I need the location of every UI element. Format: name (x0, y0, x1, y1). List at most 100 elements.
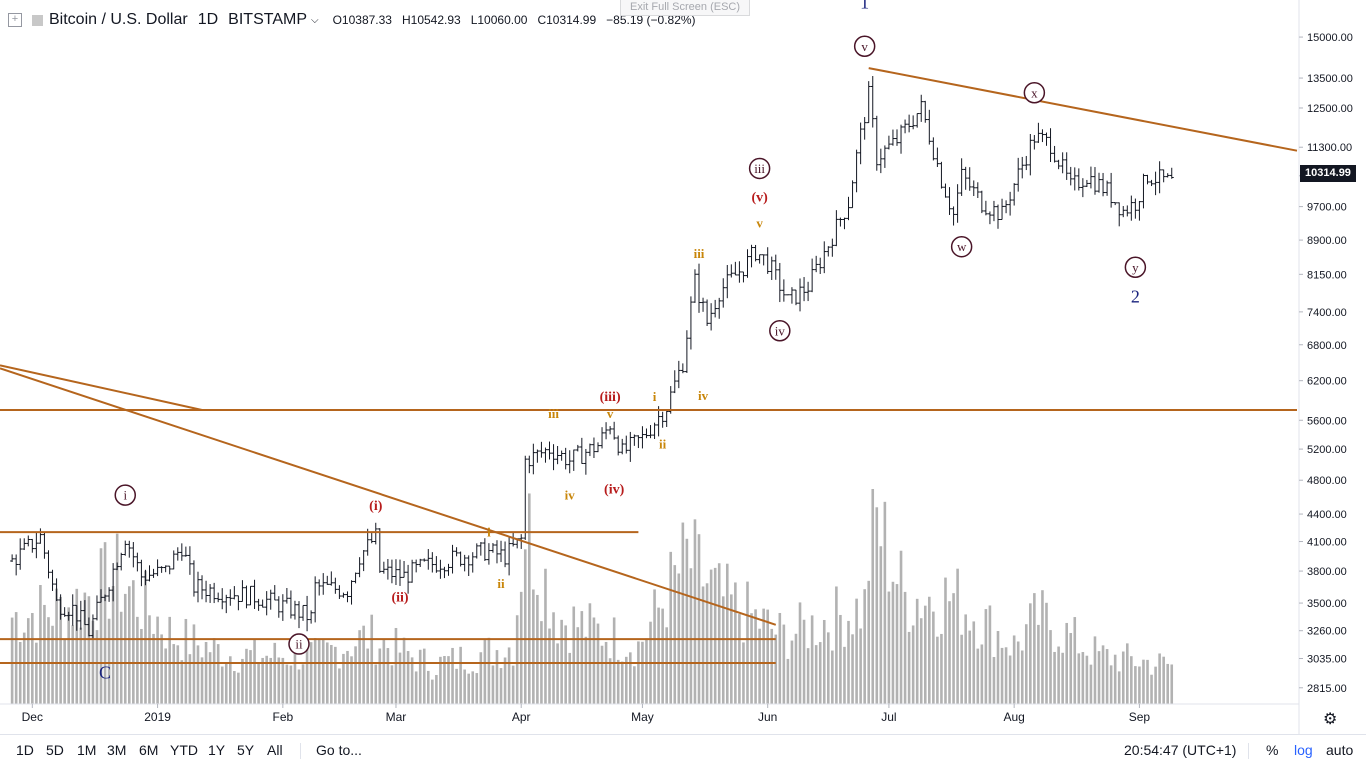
ohlc-bar (547, 441, 552, 460)
range-3m-button[interactable]: 3M (107, 742, 127, 758)
volume-bar (127, 586, 131, 704)
ohlc-bar (899, 124, 904, 154)
ohlc-bar (919, 94, 924, 122)
volume-bar (863, 589, 866, 704)
volume-bar (851, 634, 854, 704)
ohlc-bar (947, 187, 952, 215)
volume-bar (681, 522, 685, 704)
volume-bar (758, 628, 761, 704)
volume-bar (750, 613, 753, 704)
volume-bar (26, 618, 30, 704)
range-6m-button[interactable]: 6M (139, 742, 159, 758)
range-1d-button[interactable]: 1D (16, 742, 34, 758)
wave-label: (iv) (604, 482, 625, 497)
ohlc-bar (179, 543, 184, 561)
symbol-title[interactable]: Bitcoin / U.S. Dollar (49, 11, 188, 28)
y-tick-label: 5600.00 (1307, 415, 1347, 427)
clock-label[interactable]: 20:54:47 (UTC+1) (1124, 742, 1237, 758)
volume-bar (160, 634, 163, 704)
volume-bar (1162, 656, 1165, 704)
volume-bar (984, 609, 988, 704)
ohlc-bar (406, 564, 411, 594)
trend-line (0, 367, 777, 626)
range-all-button[interactable]: All (267, 742, 283, 758)
volume-bar (398, 652, 402, 704)
exit-fullscreen-button[interactable]: Exit Full Screen (ESC) (620, 0, 750, 16)
ohlc-bar (393, 559, 398, 585)
ohlc-bar (42, 532, 47, 559)
volume-bar (176, 645, 180, 704)
y-tick-label: 6200.00 (1307, 376, 1347, 388)
volume-bar (204, 641, 208, 704)
auto-toggle[interactable]: auto (1326, 742, 1354, 758)
ohlc-bar (551, 444, 556, 471)
volume-bar (317, 639, 321, 704)
ohlc-bar (103, 594, 108, 602)
ohlc-bar (539, 441, 544, 458)
ohlc-bar (369, 532, 374, 544)
range-5y-button[interactable]: 5Y (237, 742, 255, 758)
ohlc-bar (1161, 169, 1166, 183)
ohlc-bar (923, 100, 928, 123)
exchange-label[interactable]: BITSTAMP (228, 11, 307, 28)
volume-bar (35, 642, 38, 704)
wave-label: v (861, 39, 868, 54)
ohlc-bar (131, 542, 136, 568)
toolbar-divider (300, 743, 301, 759)
price-chart[interactable]: 15000.0013500.0012500.0011300.0010500.00… (0, 0, 1366, 734)
ohlc-bar (543, 447, 548, 463)
range-5d-button[interactable]: 5D (46, 742, 64, 758)
log-toggle[interactable]: log (1294, 742, 1313, 758)
ohlc-bar (951, 206, 956, 226)
ohlc-bar (680, 363, 685, 374)
gear-icon[interactable]: ⚙ (1323, 711, 1338, 728)
volume-bar (1008, 655, 1012, 704)
volume-bar (1053, 651, 1056, 704)
volume-bar (1166, 663, 1170, 704)
ohlc-bar (305, 595, 310, 632)
ohlc-bar (381, 561, 386, 574)
y-tick-label: 4400.00 (1307, 509, 1347, 521)
volume-bar (301, 664, 305, 704)
ohlc-bar (741, 271, 746, 283)
ohlc-bar (1133, 198, 1138, 219)
volume-bar (883, 501, 887, 704)
ohlc-bar (123, 540, 128, 556)
ohlc-bar (1052, 145, 1057, 163)
wave-label: 1 (860, 0, 869, 13)
wave-label: iv (565, 488, 576, 503)
volume-bar (119, 611, 123, 704)
ohlc-bar (446, 563, 451, 576)
ohlc-bar (147, 565, 152, 582)
ohlc-bar (236, 595, 241, 611)
ohlc-bar (915, 113, 920, 128)
volume-bar (1069, 633, 1073, 704)
chevron-down-icon[interactable]: ⌵ (311, 14, 319, 26)
range-1y-button[interactable]: 1Y (208, 742, 226, 758)
range-1m-button[interactable]: 1M (77, 742, 97, 758)
volume-bar (612, 617, 616, 704)
ohlc-bar (1020, 156, 1025, 179)
ohlc-bar (1080, 178, 1085, 198)
volume-bar (71, 625, 75, 704)
symbol-icon (32, 14, 43, 26)
volume-bar (653, 589, 656, 704)
volume-bar (544, 568, 547, 704)
range-ytd-button[interactable]: YTD (170, 742, 198, 758)
volume-bar (99, 548, 103, 704)
ohlc-bar (333, 577, 338, 594)
expand-icon[interactable]: + (8, 13, 22, 27)
volume-bar (386, 648, 390, 704)
goto-button[interactable]: Go to... (316, 742, 362, 758)
percent-toggle[interactable]: % (1266, 742, 1279, 758)
volume-bar (827, 632, 830, 704)
volume-bar (709, 569, 713, 704)
volume-bar (907, 631, 911, 704)
volume-bar (798, 602, 802, 704)
ohlc-bar (228, 589, 233, 606)
interval-label[interactable]: 1D (197, 11, 219, 28)
ohlc-bar (620, 438, 625, 455)
volume-bar (338, 668, 341, 704)
volume-bar (224, 663, 228, 704)
volume-bar (624, 656, 628, 704)
